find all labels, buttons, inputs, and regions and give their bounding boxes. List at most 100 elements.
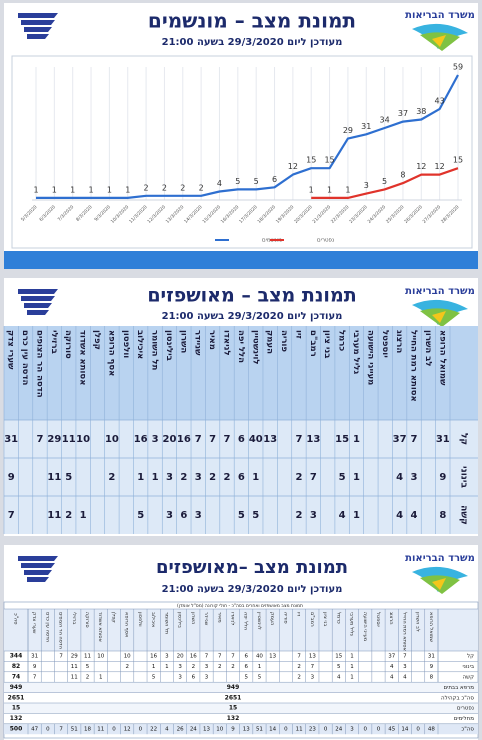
cell-value: 3 <box>205 675 209 681</box>
cell-value: 3 <box>166 510 173 521</box>
cell-value: 5 <box>86 664 90 670</box>
cell-value: 9 <box>439 472 446 483</box>
cell-value: 1 <box>353 434 360 445</box>
hospital-header: גליל מערבי <box>351 330 361 374</box>
hospital-header: תל השומר <box>163 612 169 634</box>
ministry-name: משרד הבריאות <box>405 553 475 564</box>
ministry-logo <box>432 35 446 47</box>
hospital-header: הדסה הר הצופים <box>34 330 44 398</box>
cell-value: 7 <box>195 434 202 445</box>
hospital-header: שניידר <box>203 612 209 626</box>
hospital-header: קפלן <box>110 612 116 623</box>
data-label: 34 <box>380 115 390 124</box>
cell-value: 7 <box>411 434 418 445</box>
cell-value: 6 <box>238 472 245 483</box>
hospital-header: שמואל הרופא <box>428 612 434 642</box>
ministry-logo <box>432 311 446 323</box>
cell-value: 10 <box>216 727 223 733</box>
hospital-header: בילינסון <box>177 612 183 628</box>
hospital-header: שערי צדק <box>6 330 16 370</box>
data-label: 37 <box>398 109 408 118</box>
panel-title: תמונת מצב – מאושפזים <box>147 285 356 307</box>
hospital-header: רמב"ם <box>309 612 315 627</box>
logo-stripe <box>18 556 58 561</box>
cell-value: 6 <box>244 664 248 670</box>
cell-value: 5 <box>137 510 144 521</box>
cell-value: 1 <box>350 654 354 660</box>
summary-row-bg <box>4 713 478 724</box>
cell-value: 24 <box>335 727 342 733</box>
hospital-header: השרון <box>178 330 188 353</box>
hospital-header: הדסה הר הצופים <box>58 612 64 649</box>
cell-value: 13 <box>263 434 277 445</box>
data-label: 5 <box>254 177 259 186</box>
row-total: 2651 <box>8 694 25 701</box>
cell-value: 5 <box>152 675 156 681</box>
cell-value: 11 <box>296 727 303 733</box>
table-header-bg <box>4 326 478 420</box>
cell-value: 2 <box>65 510 72 521</box>
cell-value: 3 <box>350 727 354 733</box>
data-label: 1 <box>70 185 75 194</box>
hospital-header: אסותא אשדוד <box>97 612 103 642</box>
hospital-header: העמק <box>265 330 275 354</box>
hospital-header: וולפסון <box>121 330 131 358</box>
cell-value: 29 <box>71 654 78 660</box>
cell-value: 0 <box>46 727 50 733</box>
data-label: 8 <box>400 171 405 180</box>
data-label: 5 <box>235 177 240 186</box>
cell-value: 11 <box>62 434 76 445</box>
cell-value: 2 <box>295 472 302 483</box>
hospital-header: לוינשטיין <box>256 612 262 630</box>
data-label: 12 <box>435 162 445 171</box>
cell-value: 3 <box>178 675 182 681</box>
data-label: 59 <box>453 63 463 72</box>
cell-value: 4 <box>165 727 169 733</box>
data-label: 1 <box>125 185 130 194</box>
cell-value: 16 <box>190 654 197 660</box>
hospital-header: מאיר <box>207 330 217 350</box>
cell-value: 2 <box>297 675 301 681</box>
logo-stripe <box>27 34 49 39</box>
hospital-header: זיו <box>293 330 303 339</box>
row-label: קשה <box>459 505 469 525</box>
cell-value: 7 <box>8 510 15 521</box>
logo-stripe <box>21 20 55 25</box>
hospital-header: מאיר <box>216 612 222 623</box>
row-label: בינוני <box>459 466 469 489</box>
row-total: 949 <box>10 684 23 691</box>
data-label: 2 <box>144 183 149 192</box>
cell-value: 7 <box>36 434 43 445</box>
data-label: 15 <box>324 156 334 165</box>
hospital-header: מעייני הישועה <box>362 612 368 641</box>
hospital-header: זיו <box>296 612 302 616</box>
cell-value: 37 <box>388 654 395 660</box>
summary-row-bg <box>4 692 478 703</box>
hospital-header: כרמל <box>335 612 341 624</box>
cell-value: 1 <box>137 472 144 483</box>
cell-value: 7 <box>310 472 317 483</box>
data-label: 2 <box>199 183 204 192</box>
cell-value: 1 <box>252 472 259 483</box>
cell-value: 0 <box>364 727 368 733</box>
cell-value: 3 <box>403 664 407 670</box>
hospital-header: הרצוג <box>388 612 394 624</box>
hospital-header: לב השרון <box>423 330 433 367</box>
logo-stripe <box>27 577 49 582</box>
data-label: 6 <box>272 175 277 184</box>
row-label: נפטרים <box>457 706 474 712</box>
cell-value: 13 <box>309 654 316 660</box>
cell-value: 16 <box>150 654 157 660</box>
summary-row-bg <box>4 703 478 714</box>
hospital-header: שניידר <box>193 330 203 356</box>
data-label: 2 <box>180 183 185 192</box>
data-label: 15 <box>453 156 463 165</box>
cell-value: 11 <box>71 675 78 681</box>
hospital-header: הלל יפה <box>243 612 249 630</box>
logo-stripe <box>24 570 52 575</box>
table-body-bg <box>4 420 478 534</box>
row-total: 74 <box>12 674 20 681</box>
data-label: 1 <box>88 185 93 194</box>
hospital-header: פוריה <box>279 330 289 352</box>
